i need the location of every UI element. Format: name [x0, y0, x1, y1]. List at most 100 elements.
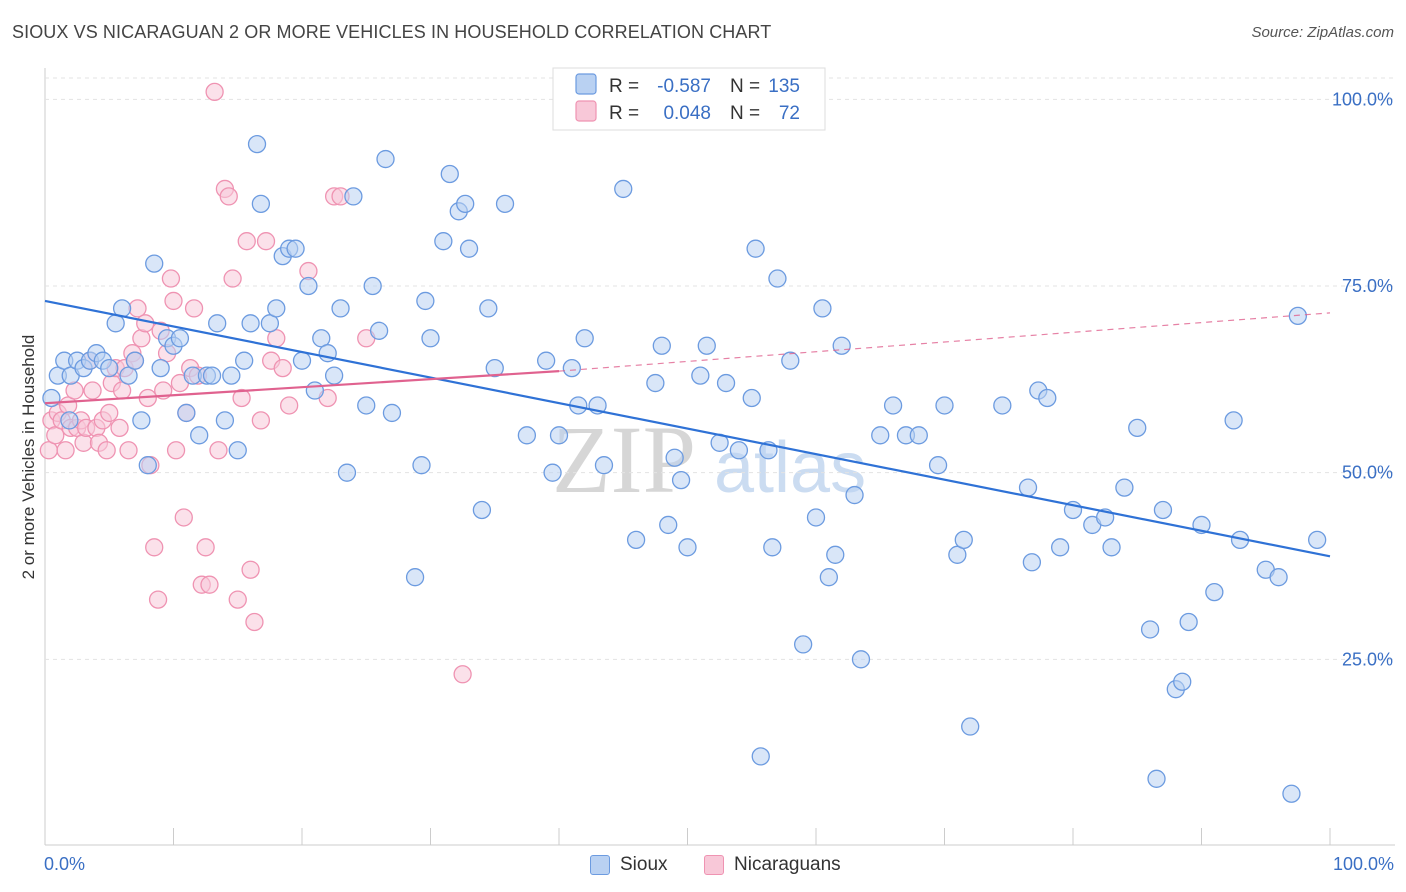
- legend-swatch-sioux: [575, 73, 597, 95]
- sioux-point: [562, 358, 581, 378]
- nicaraguan-point: [237, 232, 256, 251]
- nicaraguan-point: [56, 441, 75, 460]
- sioux-point: [543, 463, 562, 482]
- sioux-point: [671, 470, 691, 490]
- nicaraguan-trend-line: [44, 370, 560, 405]
- sioux-swatch: [590, 855, 610, 875]
- legend-n-value-nicaraguan: 72: [779, 103, 800, 124]
- sioux-point: [292, 351, 312, 370]
- sioux-point: [746, 239, 765, 258]
- sioux-point: [1282, 784, 1301, 803]
- nicaraguan-point: [205, 82, 224, 102]
- sioux-point: [202, 366, 222, 385]
- nicaraguan-point: [279, 396, 299, 415]
- sioux-point: [228, 441, 247, 460]
- sioux-point: [1173, 672, 1192, 691]
- sioux-point: [215, 411, 235, 430]
- y-axis-label: 2 or more Vehicles in Household: [19, 335, 38, 580]
- sioux-point: [646, 373, 665, 393]
- series-legend-sioux[interactable]: Sioux: [590, 853, 668, 877]
- sioux-point: [247, 134, 267, 154]
- sioux-point: [416, 291, 435, 311]
- nicaraguan-point: [132, 329, 151, 348]
- sioux-point: [170, 329, 190, 348]
- sioux-point: [928, 456, 948, 475]
- sioux-point: [781, 351, 800, 370]
- nicaraguan-point: [174, 508, 193, 527]
- sioux-point: [763, 538, 782, 557]
- sioux-point: [479, 299, 498, 318]
- legend-box: [552, 67, 826, 131]
- nicaraguan-point: [251, 411, 271, 430]
- sioux-point: [909, 426, 928, 445]
- sioux-point: [251, 194, 271, 214]
- sioux-point: [459, 239, 479, 258]
- y-tick-label: 50.0%: [1342, 463, 1393, 483]
- nicaraguan-point: [161, 269, 181, 288]
- nicaraguan-point: [241, 560, 260, 579]
- sioux-point: [751, 747, 770, 766]
- y-tick-label: 100.0%: [1332, 89, 1393, 109]
- sioux-point: [1179, 612, 1198, 632]
- nicaraguan-point: [219, 187, 238, 206]
- sioux-point: [826, 545, 845, 564]
- nicaraguan-point: [256, 232, 276, 251]
- nicaraguan-trend-extension: [558, 312, 1331, 372]
- sioux-point: [678, 538, 697, 557]
- sioux-point: [954, 530, 973, 550]
- sioux-point: [190, 426, 209, 445]
- nicaraguan-point: [223, 269, 242, 288]
- sioux-point: [1224, 411, 1243, 430]
- sioux-point: [222, 366, 241, 385]
- sioux-point: [1038, 388, 1057, 408]
- sioux-point: [421, 329, 440, 348]
- sioux-point: [495, 194, 515, 214]
- sioux-point: [716, 373, 736, 393]
- sioux-point: [337, 463, 357, 482]
- sioux-point: [832, 336, 851, 355]
- sioux-point: [626, 530, 646, 550]
- nicaraguan-point: [145, 538, 164, 557]
- sioux-point: [652, 336, 671, 355]
- sioux-point: [405, 568, 425, 587]
- sioux-point: [357, 396, 376, 415]
- nicaraguan-point: [65, 381, 84, 400]
- series-legend-sioux-label: Sioux: [620, 854, 668, 875]
- sioux-point: [241, 314, 260, 333]
- nicaraguan-point: [128, 299, 147, 318]
- sioux-point: [537, 351, 556, 370]
- sioux-point: [851, 650, 871, 669]
- sioux-point: [691, 366, 710, 385]
- nicaraguan-point: [232, 388, 251, 408]
- sioux-point: [363, 276, 382, 296]
- nicaraguan-point: [148, 590, 168, 609]
- nicaraguan-point: [164, 291, 183, 311]
- sioux-point: [1140, 620, 1160, 639]
- sioux-point: [819, 568, 838, 587]
- sioux-point: [1308, 530, 1327, 550]
- sioux-point: [549, 426, 569, 445]
- sioux-point: [1269, 568, 1288, 587]
- nicaraguan-point: [136, 314, 155, 333]
- sioux-point: [883, 396, 903, 415]
- sioux-point: [1115, 478, 1134, 497]
- sioux-point: [806, 508, 826, 527]
- y-tick-label: 25.0%: [1342, 649, 1393, 669]
- x-ticks: [173, 828, 1331, 845]
- sioux-point: [871, 426, 890, 445]
- series-legend-nicaraguans[interactable]: Nicaraguans: [704, 853, 841, 877]
- nicaraguan-point: [74, 433, 93, 452]
- sioux-point: [1102, 538, 1121, 557]
- y-tick-labels: 25.0% 50.0% 75.0% 100.0%: [1332, 89, 1393, 669]
- sioux-point: [440, 164, 459, 184]
- sioux-point: [434, 232, 453, 251]
- sioux-point: [151, 358, 170, 378]
- sioux-point: [961, 717, 980, 736]
- sioux-point: [1205, 582, 1224, 602]
- x-tick-label-max: 100.0%: [1333, 854, 1394, 874]
- sioux-point: [100, 358, 119, 378]
- sioux-point: [324, 366, 344, 385]
- sioux-point: [208, 314, 227, 333]
- nicaraguan-point: [110, 418, 129, 438]
